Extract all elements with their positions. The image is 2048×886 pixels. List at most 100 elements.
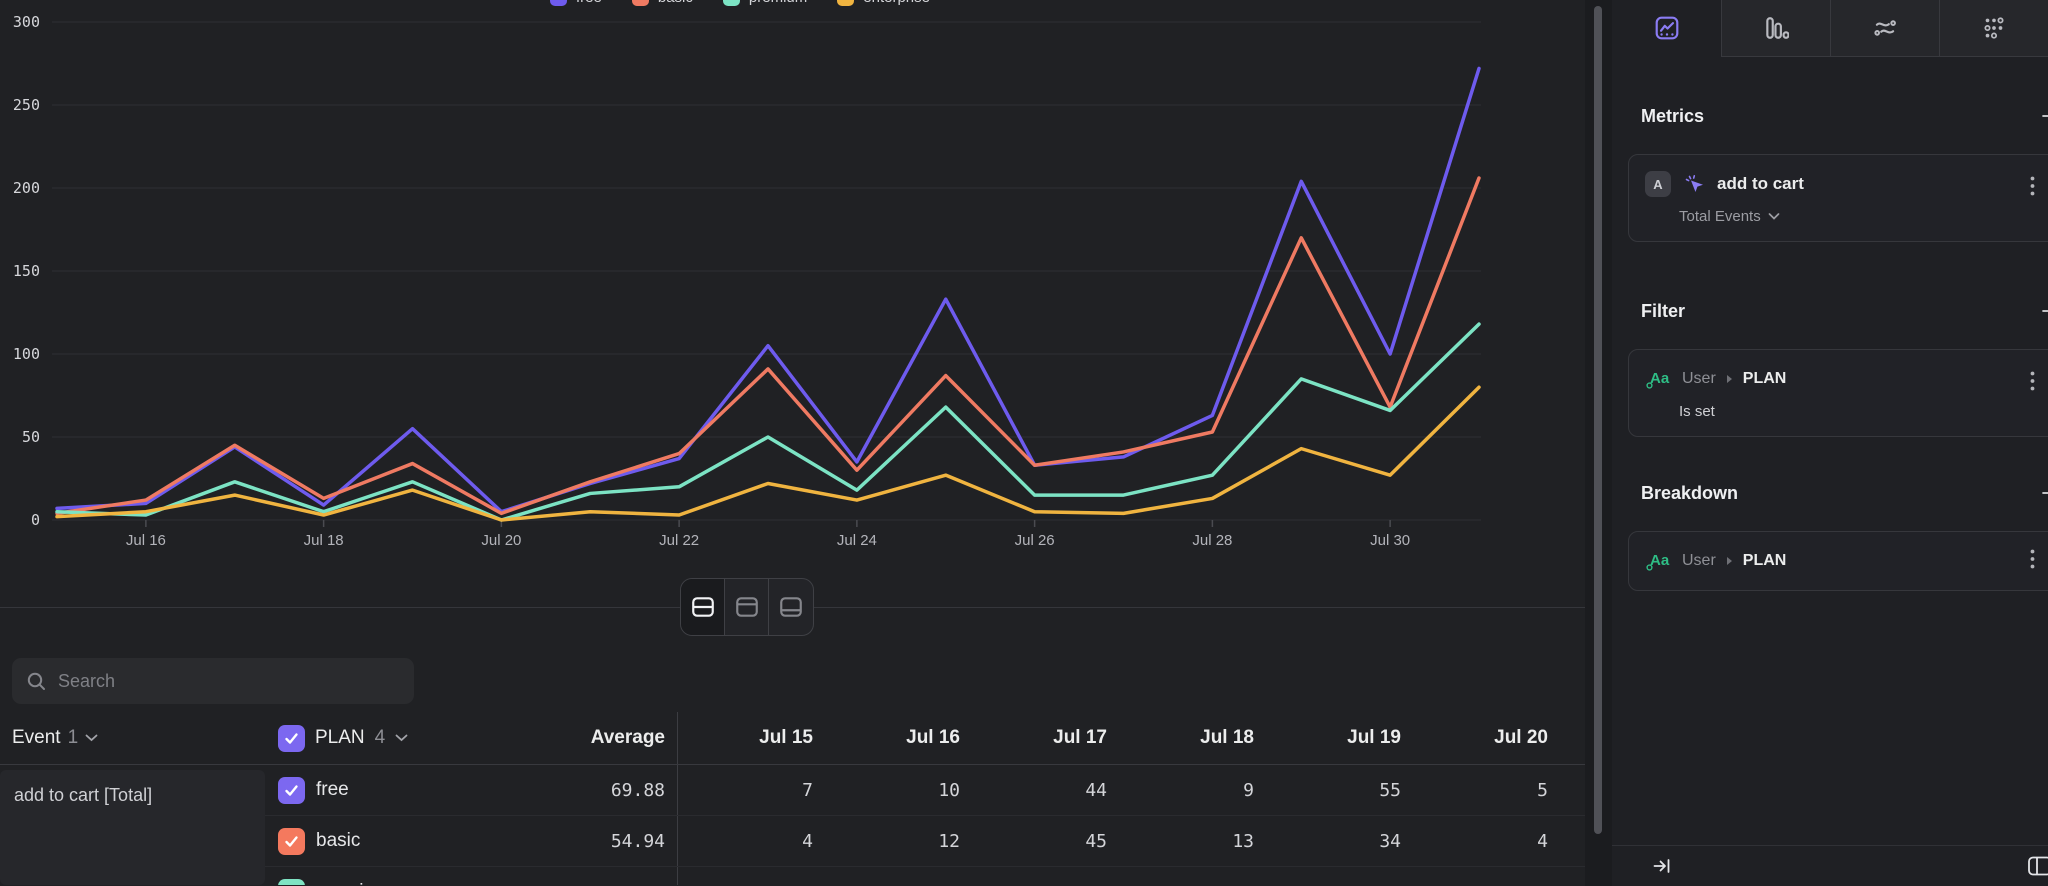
metric-card[interactable]: A add to cart Total Events (1628, 154, 2048, 242)
row-label: premium (316, 881, 390, 885)
filter-condition[interactable]: Is set (1679, 398, 2041, 424)
table-row-premium[interactable]: premium33.0053235230 (265, 867, 1585, 885)
series-line-free (55, 66, 1481, 514)
event-header-count: 1 (67, 727, 79, 748)
metric-menu-button[interactable] (2025, 175, 2039, 197)
breakdown-card[interactable]: Aa User PLAN (1628, 531, 2048, 591)
legend-item-enterprise[interactable]: enterprise (837, 0, 930, 8)
row-checkbox[interactable] (278, 878, 305, 885)
panel-footer (1612, 845, 2048, 886)
measure-dropdown[interactable]: Total Events (1679, 203, 2041, 229)
row-label: basic (316, 830, 361, 851)
legend-label: enterprise (863, 0, 930, 6)
legend-swatch (550, 0, 568, 6)
row-label-cell: free 69.88 (265, 765, 678, 815)
panel-tab-grid-dots[interactable] (1939, 0, 2048, 57)
legend-label: basic (658, 0, 693, 6)
plan-average-header: PLAN 4 Average (265, 712, 678, 764)
table-cell: 55 (1379, 779, 1401, 801)
filter-menu-button[interactable] (2025, 370, 2039, 392)
legend-item-basic[interactable]: basic (631, 0, 693, 8)
table-cell: 13 (1232, 830, 1254, 852)
row-label: free (316, 779, 349, 800)
panel-tab-stream[interactable] (1830, 0, 1939, 57)
filter-section-header: Filter (1628, 297, 2048, 325)
plus-icon (2042, 115, 2048, 117)
search-input[interactable] (58, 670, 400, 692)
legend-item-premium[interactable]: premium (722, 0, 807, 8)
add-metric-button[interactable] (2040, 105, 2048, 127)
row-average: 33.00 (611, 882, 665, 886)
row-checkbox[interactable] (278, 776, 305, 804)
event-cell-label: add to cart [Total] (14, 785, 153, 805)
date-column-header: Jul 17 (1053, 727, 1107, 748)
breakdown-menu-button[interactable] (2025, 548, 2039, 570)
panel-tab-line-chart[interactable] (1612, 0, 1721, 57)
row-average: 69.88 (610, 779, 665, 801)
collapse-right-icon (1653, 859, 1670, 873)
date-column-header: Jul 16 (906, 727, 960, 748)
string-property-icon: Aa (1645, 367, 1671, 391)
kebab-icon (2030, 549, 2034, 569)
search-box[interactable] (12, 658, 414, 704)
plan-checkbox[interactable] (278, 724, 305, 752)
table-row-basic[interactable]: basic 54.94 4 12 45 13 34 4 (265, 816, 1585, 867)
svg-text:Aa: Aa (1650, 552, 1670, 569)
check-icon (285, 732, 298, 744)
table-cell: 7 (802, 779, 813, 801)
table-cell: 12 (938, 830, 960, 852)
breakdown-title: Breakdown (1641, 483, 1739, 503)
table-cell: 0 (1413, 882, 1560, 886)
table-date-headers: Jul 15 Jul 16 Jul 17 Jul 18 Jul 19 Jul 20 (678, 727, 1560, 749)
row-label-cell: basic 54.94 (265, 816, 678, 866)
plan-column-dropdown[interactable]: PLAN 4 (278, 724, 408, 752)
legend-label: free (576, 0, 602, 6)
legend-item-free[interactable]: free (550, 0, 602, 8)
chevron-down-icon (85, 734, 98, 742)
chart-section: 0 50 100 150 200 250 300 Jul 16 Jul 18 Jul 20 Jul … (0, 0, 1585, 636)
y-axis-label: 250 (13, 96, 40, 114)
table-cell: 34 (1379, 830, 1401, 852)
row-average: 54.94 (610, 830, 665, 852)
table-row-free[interactable]: free 69.88 7 10 44 9 55 5 (265, 765, 1585, 816)
add-breakdown-button[interactable] (2040, 482, 2048, 504)
x-axis-label: Jul 16 (126, 532, 166, 549)
series-line-enterprise (55, 385, 1481, 522)
table-cell: 23 (1266, 882, 1413, 886)
series-line-premium (55, 322, 1481, 522)
table-cell: 10 (938, 779, 960, 801)
event-cell[interactable]: add to cart [Total] (0, 770, 265, 885)
breakdown-property: PLAN (1742, 552, 1787, 569)
y-axis-label: 100 (13, 345, 40, 363)
average-column-header: Average (590, 727, 665, 748)
y-axis-label: 150 (13, 262, 40, 280)
chevron-right-icon (1726, 375, 1732, 383)
table-cell: 3 (825, 882, 972, 886)
metrics-section-header: Metrics (1628, 102, 2048, 130)
y-axis-label: 0 (31, 511, 40, 529)
filter-card[interactable]: Aa User PLAN Is set (1628, 349, 2048, 437)
table-header-row: Event 1 PLAN 4 Average Jul 15 Jul 16 Jul 1… (0, 712, 1585, 765)
row-label-cell: premium 33.00 (265, 867, 678, 885)
x-axis-label: Jul 28 (1192, 532, 1232, 549)
table-cell: 4 (802, 830, 813, 852)
layout-option-panel-bottom[interactable] (769, 579, 813, 635)
panel-resize-handle[interactable] (1594, 6, 1602, 834)
sidebar-layout-button[interactable] (2027, 855, 2048, 877)
event-column-dropdown[interactable]: Event 1 (0, 727, 265, 749)
layout-toggle (680, 578, 814, 636)
filter-title: Filter (1641, 301, 1686, 321)
layout-option-panel-top[interactable] (725, 579, 769, 635)
row-checkbox[interactable] (278, 827, 305, 855)
layout-option-split-horizontal[interactable] (681, 579, 725, 635)
add-filter-button[interactable] (2040, 300, 2048, 322)
y-axis-label: 300 (13, 13, 40, 31)
y-axis-label: 200 (13, 179, 40, 197)
metric-event-name: add to cart (1717, 174, 1804, 193)
collapse-panel-button[interactable] (1652, 856, 1672, 876)
panel-tab-bar-chart[interactable] (1721, 0, 1830, 57)
filter-property: PLAN (1742, 370, 1787, 387)
plan-header-count: 4 (374, 727, 386, 748)
stream-icon (1874, 20, 1896, 36)
